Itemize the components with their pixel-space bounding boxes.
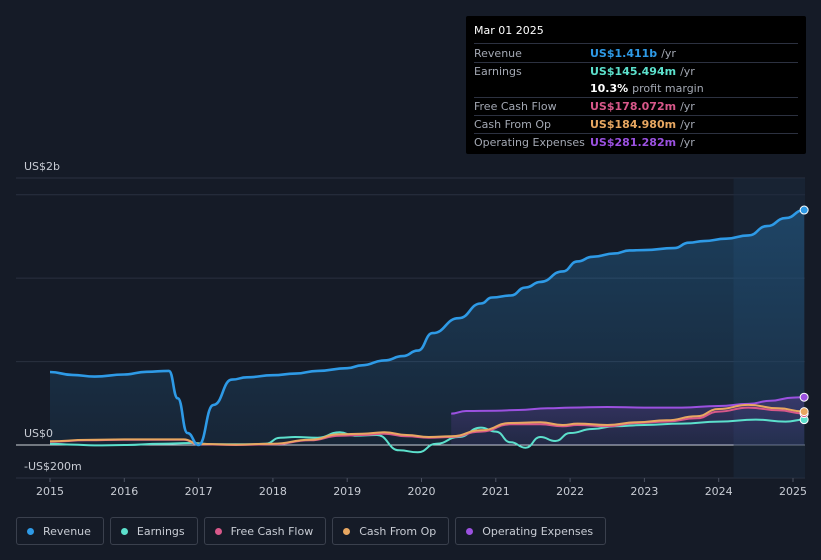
tooltip-unit: /yr (680, 100, 695, 113)
y-label-top: US$2b (24, 160, 60, 173)
legend-label: Operating Expenses (482, 524, 594, 538)
operating-expenses-line (451, 396, 805, 415)
cash-from-op-line (49, 403, 805, 446)
tooltip-label: Earnings (474, 65, 522, 78)
tooltip-row-opex: Operating Expenses US$281.282m /yr (474, 134, 798, 151)
revenue-area (50, 210, 805, 445)
tooltip-row-earnings: Earnings US$145.494m /yr (474, 63, 798, 80)
revenue-end-point (799, 205, 809, 215)
x-tick-label: 2022 (556, 485, 584, 498)
x-axis-ticks: 2015 2016 2017 2018 2019 2020 2021 2022 2023 2024… (36, 478, 807, 498)
y-label-zero: US$0 (24, 427, 53, 440)
data-tooltip: Mar 01 2025 Revenue US$1.411b /yr Earnin… (466, 16, 806, 154)
operating-expenses-end-point (799, 392, 809, 402)
tooltip-label: Operating Expenses (474, 136, 585, 149)
legend-item-revenue[interactable]: Revenue (16, 517, 104, 545)
series-lines (49, 208, 805, 454)
x-tick-label: 2020 (408, 485, 436, 498)
tooltip-row-fcf: Free Cash Flow US$178.072m /yr (474, 98, 798, 116)
legend-dot-icon (466, 527, 474, 535)
tooltip-unit: /yr (680, 65, 695, 78)
tooltip-label: Free Cash Flow (474, 100, 557, 113)
tooltip-row-revenue: Revenue US$1.411b /yr (474, 45, 798, 63)
legend-label: Earnings (136, 524, 185, 538)
y-label-bottom: -US$200m (24, 460, 82, 473)
x-tick-label: 2016 (110, 485, 138, 498)
x-tick-label: 2023 (630, 485, 658, 498)
tooltip-label: Cash From Op (474, 118, 552, 131)
tooltip-unit: profit margin (632, 82, 704, 95)
tooltip-value: US$1.411b (590, 47, 658, 60)
revenue-line (49, 208, 805, 447)
x-tick-label: 2024 (705, 485, 733, 498)
legend-label: Revenue (43, 524, 91, 538)
legend-dot-icon (343, 527, 351, 535)
legend-item-earnings[interactable]: Earnings (109, 517, 198, 545)
tooltip-unit: /yr (680, 118, 695, 131)
tooltip-row-margin: 10.3% profit margin (474, 80, 798, 98)
chart-canvas: 2015 2016 2017 2018 2019 2020 2021 2022 2023 2024… (16, 160, 809, 498)
tooltip-label: Revenue (474, 47, 522, 60)
legend-label: Free Cash Flow (230, 524, 314, 538)
tooltip-unit: /yr (661, 47, 676, 60)
legend-item-cash-from-op[interactable]: Cash From Op (332, 517, 450, 545)
tooltip-value: US$184.980m (590, 118, 677, 131)
legend-dot-icon (27, 527, 34, 535)
series-endpoints (799, 205, 809, 425)
x-tick-label: 2017 (185, 485, 213, 498)
x-tick-label: 2015 (36, 485, 64, 498)
legend-dot-icon (214, 527, 222, 535)
tooltip-value: US$178.072m (590, 100, 677, 113)
legend-dot-icon (120, 527, 128, 535)
tooltip-date: Mar 01 2025 (474, 24, 798, 44)
x-tick-label: 2019 (333, 485, 361, 498)
tooltip-label (474, 80, 590, 97)
x-tick-label: 2025 (779, 485, 807, 498)
legend-label: Cash From Op (359, 524, 437, 538)
tooltip-unit: /yr (680, 136, 695, 149)
series-fills (50, 210, 805, 445)
tooltip-value: 10.3% (590, 82, 629, 95)
tooltip-value: US$281.282m (590, 136, 677, 149)
legend: Revenue Earnings Free Cash Flow Cash Fro… (16, 517, 607, 547)
tooltip-value: US$145.494m (590, 65, 677, 78)
x-tick-label: 2018 (259, 485, 287, 498)
legend-item-operating-expenses[interactable]: Operating Expenses (455, 517, 607, 545)
x-tick-label: 2021 (482, 485, 510, 498)
tooltip-row-cfo: Cash From Op US$184.980m /yr (474, 116, 798, 134)
legend-item-free-cash-flow[interactable]: Free Cash Flow (203, 517, 327, 545)
cash-from-op-end-point (799, 407, 809, 417)
